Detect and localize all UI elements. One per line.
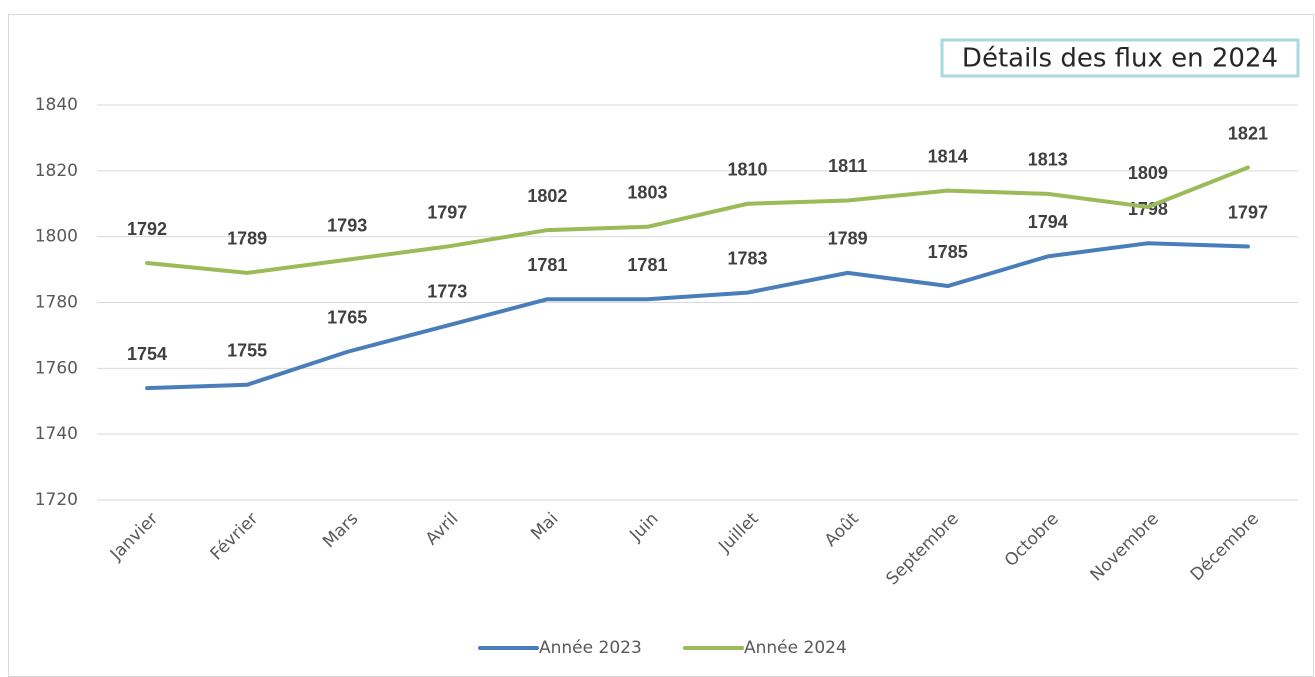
data-label: 1789 [227,229,267,249]
data-label: 1813 [1028,150,1068,170]
data-label: 1803 [627,183,667,203]
chart-title: Détails des flux en 2024 [962,44,1278,74]
y-tick-label: 1780 [35,293,78,313]
y-tick-label: 1800 [35,227,78,247]
legend-label: Année 2023 [539,638,642,658]
data-label: 1809 [1128,163,1168,183]
data-label: 1811 [828,156,867,176]
data-label: 1789 [828,229,868,249]
data-label: 1794 [1028,212,1068,232]
data-label: 1755 [227,341,267,361]
data-label: 1797 [427,202,467,222]
data-label: 1792 [127,219,167,239]
data-label: 1814 [928,146,968,166]
data-label: 1802 [527,186,567,206]
data-label: 1781 [627,255,667,275]
data-label: 1785 [928,242,968,262]
y-tick-label: 1720 [35,490,78,510]
y-tick-label: 1740 [35,424,78,444]
title-box [940,38,1300,78]
data-label: 1793 [327,215,367,235]
y-tick-label: 1820 [35,161,78,181]
legend-label: Année 2024 [744,638,847,658]
data-label: 1783 [728,248,768,268]
y-tick-label: 1760 [35,358,78,378]
data-label: 1821 [1228,123,1268,143]
series-line [145,165,1250,275]
data-label: 1810 [728,160,768,180]
chart-frame [8,14,1314,677]
data-label: 1797 [1228,202,1268,222]
data-label: 1781 [527,255,567,275]
data-label: 1773 [427,281,467,301]
y-tick-label: 1840 [35,95,78,115]
series-line [145,241,1250,391]
data-label: 1754 [127,344,167,364]
data-label: 1765 [327,308,367,328]
